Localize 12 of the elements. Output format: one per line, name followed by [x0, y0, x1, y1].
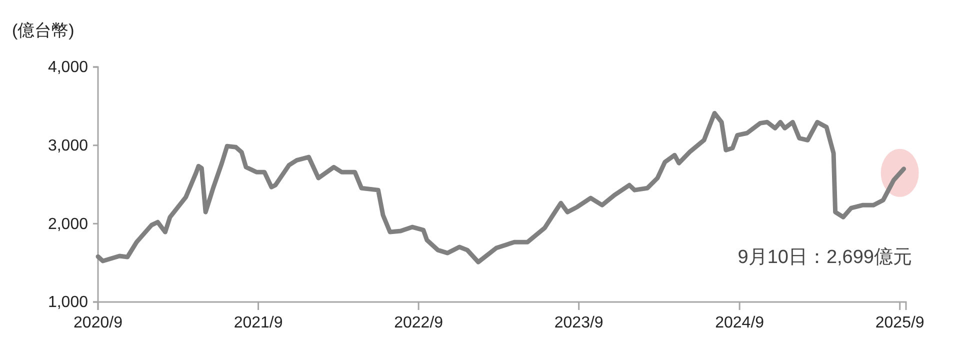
x-tick-label: 2025/9 — [875, 314, 924, 332]
x-tick-label: 2021/9 — [234, 314, 283, 332]
y-tick-label: 2,000 — [48, 216, 88, 233]
y-tick-label: 4,000 — [48, 59, 88, 76]
y-tick-label: 3,000 — [48, 137, 88, 154]
annotation: 9月10日：2,699億元 — [738, 247, 912, 268]
x-tick-label: 2023/9 — [554, 314, 604, 332]
x-tick-label: 2022/9 — [394, 314, 444, 332]
x-tick-label: 2024/9 — [715, 314, 764, 332]
y-tick-label: 1,000 — [48, 294, 88, 312]
y-axis-title: (億台幣) — [12, 21, 74, 40]
x-tick-label: 2020/9 — [74, 314, 123, 332]
